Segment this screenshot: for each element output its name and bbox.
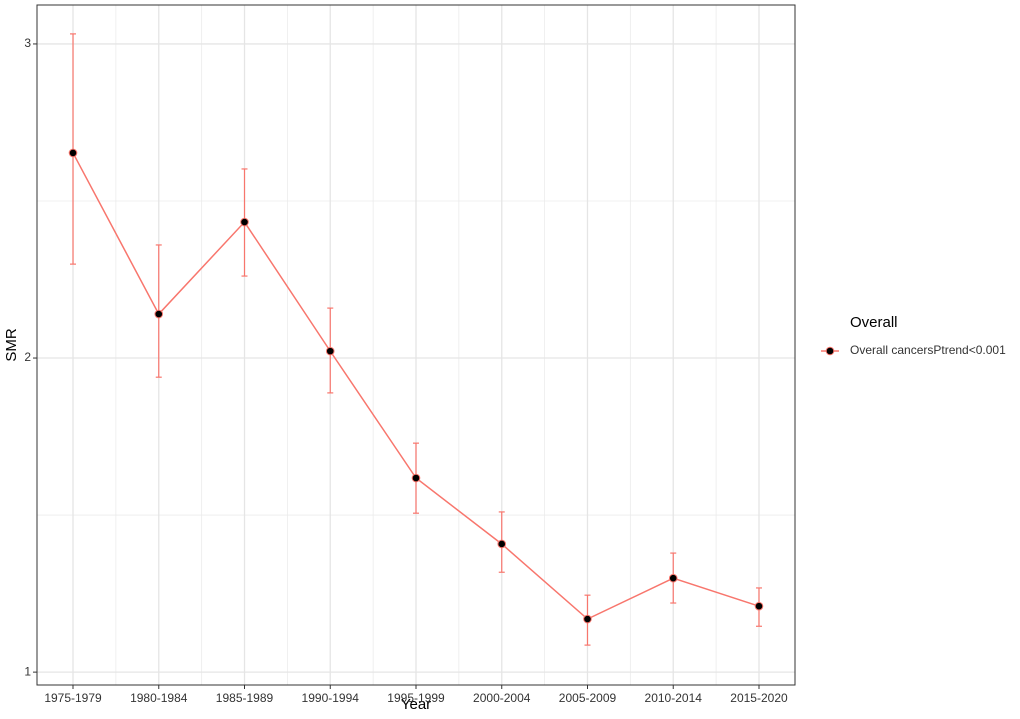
x-tick-label: 1990-1994	[302, 691, 360, 705]
point	[497, 539, 507, 549]
point	[411, 473, 421, 483]
x-tick-label: 1980-1984	[130, 691, 188, 705]
y-axis-title: SMR	[3, 328, 20, 362]
x-axis-title: Year	[401, 696, 431, 713]
point	[68, 148, 78, 158]
x-tick-label: 2015-2020	[730, 691, 788, 705]
x-tick-label: 2010-2014	[645, 691, 703, 705]
y-tick-label: 3	[24, 36, 31, 50]
x-tick-label: 2000-2004	[473, 691, 531, 705]
point	[240, 217, 249, 227]
legend-label: Overall cancersPtrend<0.001	[850, 343, 1006, 357]
legend-title: Overall	[850, 314, 898, 331]
legend-point	[825, 346, 835, 356]
y-tick-label: 2	[24, 350, 31, 364]
x-tick-label: 1975-1979	[44, 691, 102, 705]
point	[583, 614, 592, 624]
x-tick-label: 2005-2009	[559, 691, 617, 705]
x-tick-label: 1985-1989	[216, 691, 274, 705]
point	[754, 601, 764, 611]
point	[154, 309, 164, 319]
panel-border	[36, 4, 796, 686]
point	[668, 573, 678, 583]
x-tick-label: 1995-1999	[387, 691, 445, 705]
point	[325, 346, 335, 356]
y-tick-label: 1	[24, 664, 31, 678]
